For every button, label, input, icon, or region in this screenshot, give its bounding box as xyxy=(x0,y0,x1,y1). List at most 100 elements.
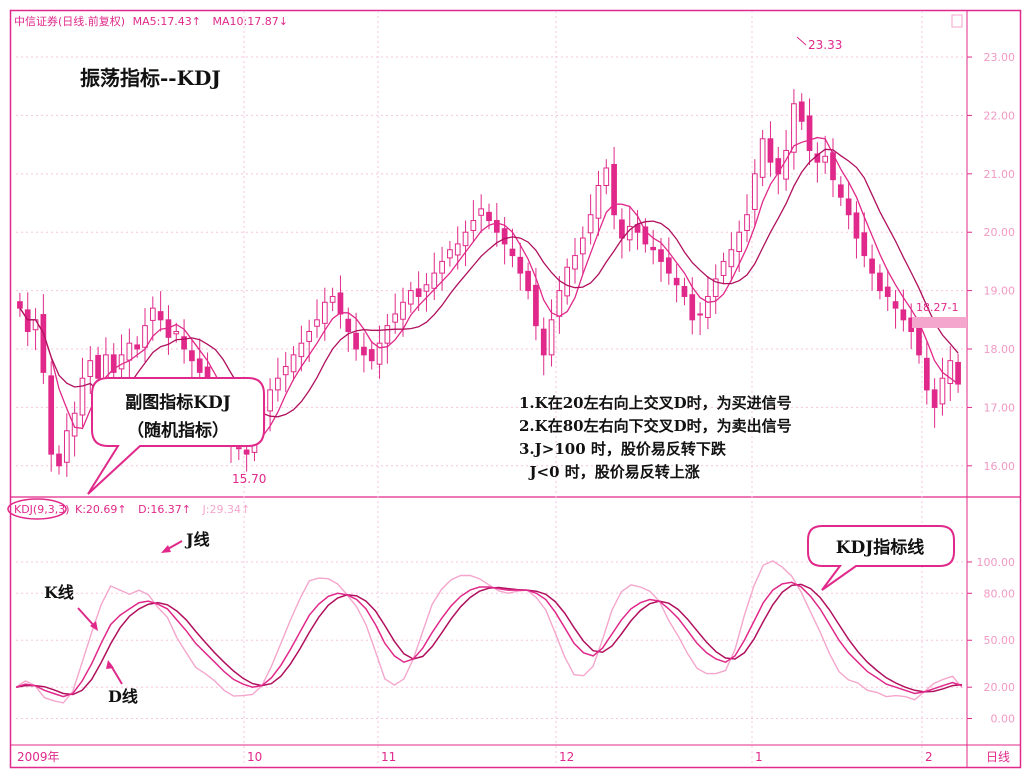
candle-body xyxy=(353,332,359,350)
low-value-label: 15.70 xyxy=(232,472,266,486)
svg-text:KDJ(9,3,3) K:20.69↑ D:: KDJ(9,3,3) K:20.69↑ D:16.37↑ J:29.34↑ xyxy=(14,503,250,516)
candle-body xyxy=(767,138,774,163)
candle-body xyxy=(955,361,961,385)
candle-body xyxy=(697,313,703,316)
candle-body xyxy=(415,288,422,297)
svg-text:D线: D线 xyxy=(108,687,138,706)
candle-body xyxy=(869,258,875,274)
main-title: 振荡指标--KDJ xyxy=(80,66,221,90)
candle-body xyxy=(48,375,55,455)
candle-body xyxy=(705,295,711,318)
candle-body xyxy=(525,270,531,292)
candle-body xyxy=(853,212,860,239)
moving-average-layer xyxy=(19,136,959,441)
window-toggle-icon[interactable] xyxy=(951,14,963,28)
candle-body xyxy=(947,360,954,384)
callout-bubble-subchart: 副图指标KDJ （随机指标） xyxy=(87,377,265,495)
candle-body xyxy=(173,330,180,335)
candle-body xyxy=(837,184,844,198)
candle-body xyxy=(368,349,375,362)
j-line xyxy=(15,560,963,704)
candle-body xyxy=(63,430,70,463)
kdj-line-layer xyxy=(15,560,963,704)
kdj-indicator-name[interactable]: KDJ(9,3,3) xyxy=(14,503,70,516)
candle-body xyxy=(267,389,273,412)
kdj-tick-label: 100.00 xyxy=(977,556,1016,569)
candle-body xyxy=(329,295,336,303)
kdj-tick-label: 80.00 xyxy=(984,587,1016,600)
candle-body xyxy=(447,249,453,259)
candle-body xyxy=(658,249,664,262)
candle-body xyxy=(118,354,125,370)
last-price-tag: 18.27-1 xyxy=(912,301,967,328)
candle-body xyxy=(939,377,946,405)
k-line xyxy=(15,581,963,698)
last-price-label: 18.27-1 xyxy=(916,301,958,314)
candle-body xyxy=(345,318,352,332)
candle-body xyxy=(587,214,594,234)
candle-body xyxy=(564,266,571,297)
candle-body xyxy=(642,226,649,245)
candle-body xyxy=(337,292,344,315)
candle-body xyxy=(400,301,406,320)
candle-body xyxy=(275,377,281,391)
candle-body xyxy=(314,319,320,327)
candle-body xyxy=(619,219,625,239)
stock-title: 中信证券(日线.前复权) xyxy=(14,14,125,28)
candle-body xyxy=(681,286,688,297)
period-label[interactable]: 日线 xyxy=(986,750,1010,764)
candle-body xyxy=(298,342,305,358)
candle-body xyxy=(720,260,727,276)
rule-2: 2.K在80左右向下交叉D时，为卖出信号 xyxy=(519,417,792,435)
candle-body xyxy=(87,360,94,377)
candle-body xyxy=(134,344,141,350)
ma10-value: MA10:17.87↓ xyxy=(213,15,288,28)
candle-body xyxy=(665,257,672,274)
price-tick-label: 16.00 xyxy=(984,460,1016,473)
ma5-value: MA5:17.43↑ xyxy=(133,15,201,28)
candle-body xyxy=(478,208,485,216)
candle-body xyxy=(611,163,617,216)
candle-body xyxy=(423,284,430,292)
month-label: 10 xyxy=(247,750,262,764)
callout-bubble-kdj-line: KDJ指标线 xyxy=(807,525,955,591)
rules-text: 1.K在20左右向上交叉D时，为买进信号 2.K在80左右向下交叉D时，为卖出信… xyxy=(519,394,792,481)
ma10-line xyxy=(19,148,959,418)
candle-body xyxy=(290,354,297,373)
candle-body xyxy=(572,255,578,270)
candle-body xyxy=(501,228,508,245)
month-label: 1 xyxy=(755,750,763,764)
candle-body xyxy=(845,198,852,216)
svg-text:K线: K线 xyxy=(44,583,74,602)
candle-body xyxy=(736,231,743,252)
kdj-j-value: J:29.34↑ xyxy=(202,503,251,516)
candle-body xyxy=(243,449,250,455)
candle-body xyxy=(923,357,930,391)
candle-body xyxy=(282,366,289,376)
candle-body xyxy=(650,246,657,251)
candle-body xyxy=(454,243,461,256)
candle-body xyxy=(321,301,328,324)
candle-body xyxy=(556,290,563,317)
candle-body xyxy=(439,260,445,274)
price-tick-label: 17.00 xyxy=(984,401,1016,414)
candle-body xyxy=(931,389,938,408)
candle-body xyxy=(877,272,883,292)
svg-text:J线: J线 xyxy=(184,530,210,549)
candle-body xyxy=(470,220,477,231)
high-marker: 23.33 xyxy=(796,36,842,52)
ma5-line xyxy=(19,136,959,441)
candle-body xyxy=(540,328,547,356)
kdj-d-value: D:16.37↑ xyxy=(138,503,191,516)
price-tick-label: 22.00 xyxy=(984,109,1016,122)
candle-body xyxy=(900,309,907,321)
candle-body xyxy=(17,301,23,309)
candle-body xyxy=(56,453,62,467)
svg-text:中信证券(日线.前复权) MA5:17.43↑: 中信证券(日线.前复权) MA5:17.43↑ MA10:17.87↓ xyxy=(14,14,288,28)
candle-body xyxy=(759,138,766,178)
month-label: 12 xyxy=(559,750,574,764)
candle-body xyxy=(235,447,242,450)
candle-body xyxy=(892,301,899,309)
candle-body xyxy=(361,346,367,356)
